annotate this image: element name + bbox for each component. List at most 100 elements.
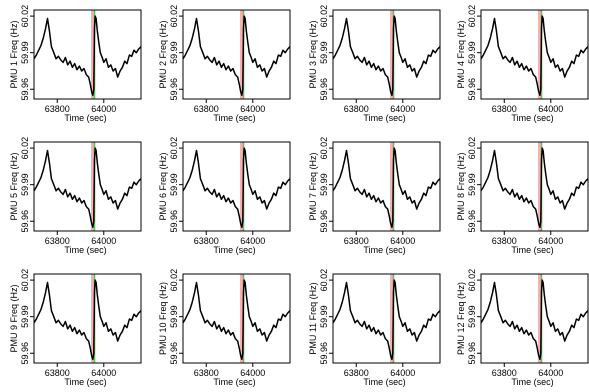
y-tick-label: 60.02 — [169, 269, 179, 292]
frequency-series-line — [480, 147, 589, 229]
y-axis-label: PMU 6 Freq (Hz) — [158, 152, 168, 220]
x-tick-label: 64000 — [240, 368, 265, 378]
x-axis-label: Time (sec) — [213, 377, 255, 387]
y-tick-label: 59.99 — [467, 173, 477, 196]
plot-frame — [33, 273, 142, 364]
y-tick-label: 60.02 — [169, 5, 179, 28]
frequency-series-line — [182, 147, 291, 229]
x-tick-label: 64000 — [91, 236, 116, 246]
y-tick-label: 59.99 — [319, 41, 329, 64]
y-axis-label: PMU 7 Freq (Hz) — [308, 152, 318, 220]
event-highlight-band — [389, 10, 394, 99]
y-tick-label: 59.96 — [20, 210, 30, 233]
y-tick-label: 60.02 — [467, 269, 477, 292]
x-tick-label: 63800 — [194, 236, 219, 246]
y-axis-label: PMU 10 Freq (Hz) — [158, 282, 168, 355]
plot-frame — [480, 141, 589, 232]
x-tick-label: 63800 — [492, 236, 517, 246]
x-tick-label: 64000 — [240, 104, 265, 114]
frequency-series-line — [33, 15, 142, 97]
x-tick-label: 63800 — [492, 104, 517, 114]
y-axis-label: PMU 5 Freq (Hz) — [9, 152, 19, 220]
plot-frame — [480, 273, 589, 364]
y-tick-label: 59.99 — [169, 41, 179, 64]
plot-frame — [182, 141, 291, 232]
x-tick-label: 64000 — [538, 104, 563, 114]
x-tick-label: 63800 — [344, 236, 369, 246]
event-highlight-band — [239, 10, 244, 99]
x-tick-label: 63800 — [45, 368, 70, 378]
event-highlight-band — [90, 142, 95, 231]
y-tick-label: 60.02 — [20, 269, 30, 292]
plot-frame — [182, 273, 291, 364]
event-highlight-band — [389, 274, 394, 363]
x-tick-label: 64000 — [91, 368, 116, 378]
x-axis-label: Time (sec) — [511, 113, 553, 123]
y-tick-label: 59.96 — [20, 78, 30, 101]
y-tick-label: 60.02 — [319, 5, 329, 28]
plot-frame — [33, 9, 142, 100]
x-axis-label: Time (sec) — [511, 245, 553, 255]
x-tick-label: 64000 — [390, 104, 415, 114]
plot-frame — [332, 9, 441, 100]
y-tick-label: 60.02 — [319, 137, 329, 160]
y-tick-label: 60.02 — [169, 137, 179, 160]
y-axis-label: PMU 4 Freq (Hz) — [456, 20, 466, 88]
y-axis-label: PMU 11 Freq (Hz) — [308, 282, 318, 354]
frequency-series-line — [33, 279, 142, 361]
y-tick-label: 59.96 — [467, 210, 477, 233]
x-tick-label: 63800 — [45, 104, 70, 114]
frequency-series-line — [182, 15, 291, 97]
x-axis-label: Time (sec) — [64, 245, 106, 255]
plot-frame — [332, 273, 441, 364]
y-tick-label: 59.96 — [467, 78, 477, 101]
x-tick-label: 63800 — [344, 104, 369, 114]
event-highlight-band — [90, 274, 95, 363]
y-tick-label: 60.02 — [467, 137, 477, 160]
plot-frame — [332, 141, 441, 232]
y-tick-label: 59.99 — [319, 173, 329, 196]
y-tick-label: 59.99 — [20, 173, 30, 196]
y-tick-label: 60.02 — [319, 269, 329, 292]
x-axis-label: Time (sec) — [64, 377, 106, 387]
event-highlight-band — [389, 142, 394, 231]
y-axis-label: PMU 1 Freq (Hz) — [9, 20, 19, 88]
x-tick-label: 64000 — [91, 104, 116, 114]
x-tick-label: 63800 — [45, 236, 70, 246]
frequency-series-line — [33, 147, 142, 229]
y-tick-label: 59.99 — [20, 305, 30, 328]
frequency-series-line — [332, 279, 441, 361]
y-tick-label: 59.96 — [319, 78, 329, 101]
y-tick-label: 59.96 — [20, 342, 30, 365]
frequency-series-line — [332, 147, 441, 229]
x-tick-label: 63800 — [344, 368, 369, 378]
x-axis-label: Time (sec) — [363, 245, 405, 255]
frequency-series-line — [480, 15, 589, 97]
x-axis-label: Time (sec) — [64, 113, 106, 123]
y-axis-label: PMU 8 Freq (Hz) — [456, 152, 466, 220]
y-tick-label: 59.96 — [319, 210, 329, 233]
y-tick-label: 59.96 — [169, 210, 179, 233]
frequency-series-line — [332, 15, 441, 97]
x-tick-label: 64000 — [390, 368, 415, 378]
y-axis-label: PMU 2 Freq (Hz) — [158, 20, 168, 88]
y-axis-label: PMU 3 Freq (Hz) — [308, 20, 318, 88]
event-highlight-band — [239, 142, 244, 231]
frequency-series-line — [480, 279, 589, 361]
plot-frame — [480, 9, 589, 100]
x-tick-label: 63800 — [194, 104, 219, 114]
x-tick-label: 64000 — [240, 236, 265, 246]
y-tick-label: 59.99 — [467, 305, 477, 328]
x-tick-label: 64000 — [390, 236, 415, 246]
y-axis-label: PMU 9 Freq (Hz) — [9, 284, 19, 352]
plot-frame — [182, 9, 291, 100]
